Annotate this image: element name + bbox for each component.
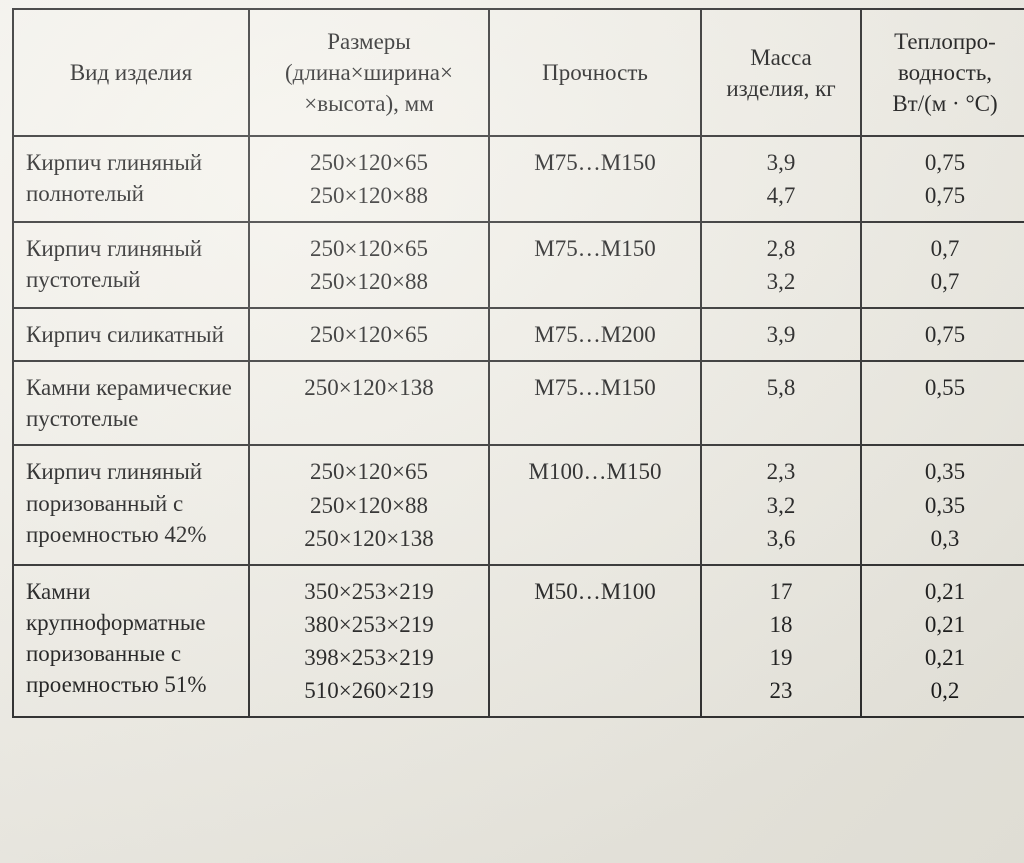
cell-value: 350×253×219 (262, 576, 476, 607)
cell-value: 0,21 (874, 576, 1016, 607)
cell-value: 250×120×88 (262, 490, 476, 521)
cell-mass: 2,83,2 (701, 222, 861, 308)
cell-value: 0,35 (874, 490, 1016, 521)
cell-name: Камни крупноформатные поризованные с про… (13, 565, 249, 717)
cell-therm: 0,750,75 (861, 136, 1024, 222)
cell-value: 0,2 (874, 675, 1016, 706)
cell-value: 0,35 (874, 456, 1016, 487)
cell-dims: 250×120×65250×120×88 (249, 136, 489, 222)
materials-table: Вид изделия Размеры (длина×ширина× ×высо… (12, 8, 1024, 718)
cell-dims: 250×120×65 (249, 308, 489, 361)
cell-value: 23 (714, 675, 848, 706)
col-name: Вид изделия (13, 9, 249, 136)
cell-strength: М75…М150 (489, 222, 701, 308)
cell-value: 19 (714, 642, 848, 673)
table-row: Кирпич глиняный пустотелый250×120×65250×… (13, 222, 1024, 308)
col-mass: Масса изделия, кг (701, 9, 861, 136)
cell-therm: 0,55 (861, 361, 1024, 445)
cell-value: 18 (714, 609, 848, 640)
cell-name: Кирпич глиняный поризованный с проемност… (13, 445, 249, 564)
col-strength: Прочность (489, 9, 701, 136)
cell-strength: М50…М100 (489, 565, 701, 717)
cell-value: 250×120×138 (262, 523, 476, 554)
cell-value: 510×260×219 (262, 675, 476, 706)
cell-value: 250×120×65 (262, 233, 476, 264)
cell-dims: 250×120×65250×120×88 (249, 222, 489, 308)
cell-value: 3,9 (714, 319, 848, 350)
table-header-row: Вид изделия Размеры (длина×ширина× ×высо… (13, 9, 1024, 136)
cell-mass: 3,9 (701, 308, 861, 361)
cell-value: 4,7 (714, 180, 848, 211)
cell-value: 0,75 (874, 319, 1016, 350)
cell-value: 0,75 (874, 180, 1016, 211)
cell-name: Камни керамические пустотелые (13, 361, 249, 445)
cell-value: 5,8 (714, 372, 848, 403)
cell-value: 0,21 (874, 642, 1016, 673)
cell-value: 3,6 (714, 523, 848, 554)
col-dims: Размеры (длина×ширина× ×высота), мм (249, 9, 489, 136)
cell-dims: 250×120×65250×120×88250×120×138 (249, 445, 489, 564)
table-row: Кирпич глиняный полнотелый250×120×65250×… (13, 136, 1024, 222)
cell-value: 250×120×88 (262, 180, 476, 211)
cell-value: 0,3 (874, 523, 1016, 554)
cell-therm: 0,75 (861, 308, 1024, 361)
cell-value: 0,75 (874, 147, 1016, 178)
cell-name: Кирпич глиняный пустотелый (13, 222, 249, 308)
cell-value: 250×120×138 (262, 372, 476, 403)
cell-value: 398×253×219 (262, 642, 476, 673)
cell-name: Кирпич силикатный (13, 308, 249, 361)
table-row: Камни крупноформатные поризованные с про… (13, 565, 1024, 717)
cell-dims: 350×253×219380×253×219398×253×219510×260… (249, 565, 489, 717)
table-header: Вид изделия Размеры (длина×ширина× ×высо… (13, 9, 1024, 136)
cell-value: 0,7 (874, 266, 1016, 297)
cell-therm: 0,210,210,210,2 (861, 565, 1024, 717)
table-row: Кирпич силикатный 250×120×65 М75…М200 3,9 0,… (13, 308, 1024, 361)
cell-strength: М75…М150 (489, 361, 701, 445)
table-body: Кирпич глиняный полнотелый250×120×65250×… (13, 136, 1024, 717)
cell-value: 250×120×65 (262, 456, 476, 487)
table-row: Камни керамические пустотелые 250×120×138… (13, 361, 1024, 445)
cell-value: 250×120×88 (262, 266, 476, 297)
cell-value: 17 (714, 576, 848, 607)
cell-strength: М75…М200 (489, 308, 701, 361)
cell-mass: 2,33,23,6 (701, 445, 861, 564)
cell-strength: М100…М150 (489, 445, 701, 564)
cell-mass: 5,8 (701, 361, 861, 445)
cell-value: 250×120×65 (262, 319, 476, 350)
cell-mass: 17181923 (701, 565, 861, 717)
cell-value: 0,55 (874, 372, 1016, 403)
cell-name: Кирпич глиняный полнотелый (13, 136, 249, 222)
cell-value: 2,8 (714, 233, 848, 264)
cell-value: 2,3 (714, 456, 848, 487)
cell-value: 380×253×219 (262, 609, 476, 640)
cell-value: 3,2 (714, 490, 848, 521)
col-therm: Теплопро­водность, Вт/(м · °С) (861, 9, 1024, 136)
cell-dims: 250×120×138 (249, 361, 489, 445)
cell-therm: 0,70,7 (861, 222, 1024, 308)
table-row: Кирпич глиняный поризованный с проемност… (13, 445, 1024, 564)
cell-value: 3,2 (714, 266, 848, 297)
cell-value: 0,21 (874, 609, 1016, 640)
page: Вид изделия Размеры (длина×ширина× ×высо… (0, 0, 1024, 863)
cell-value: 3,9 (714, 147, 848, 178)
cell-value: 0,7 (874, 233, 1016, 264)
cell-value: 250×120×65 (262, 147, 476, 178)
cell-therm: 0,350,350,3 (861, 445, 1024, 564)
cell-mass: 3,94,7 (701, 136, 861, 222)
cell-strength: М75…М150 (489, 136, 701, 222)
